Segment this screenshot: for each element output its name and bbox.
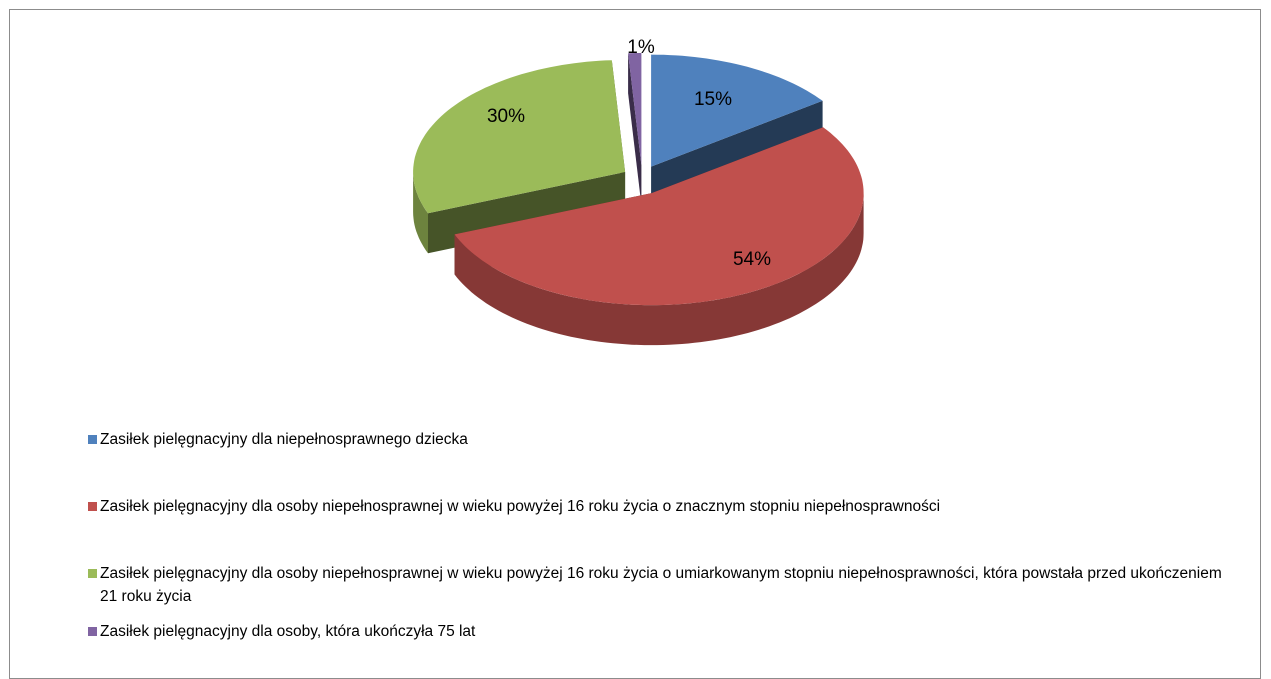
legend: Zasiłek pielęgnacyjny dla niepełnosprawn… <box>88 428 1228 643</box>
legend-label: Zasiłek pielęgnacyjny dla niepełnosprawn… <box>100 431 468 448</box>
slice <box>651 54 823 167</box>
data-label: 54% <box>733 249 771 270</box>
legend-item: Zasiłek pielęgnacyjny dla niepełnosprawn… <box>88 428 1228 451</box>
data-label: 30% <box>487 106 525 127</box>
legend-item: Zasiłek pielęgnacyjny dla osoby niepełno… <box>88 562 1228 608</box>
legend-swatch <box>88 435 97 444</box>
slice <box>454 127 864 306</box>
slice-wall <box>413 172 428 254</box>
legend-label: Zasiłek pielęgnacyjny dla osoby niepełno… <box>100 498 941 515</box>
legend-item: Zasiłek pielęgnacyjny dla osoby, która u… <box>88 620 1228 643</box>
legend-swatch <box>88 569 97 578</box>
pie-chart: 15% 54% 30% 1% <box>413 37 864 346</box>
legend-item: Zasiłek pielęgnacyjny dla osoby niepełno… <box>88 495 1228 518</box>
slice <box>413 60 626 214</box>
legend-label: Zasiłek pielęgnacyjny dla osoby niepełno… <box>100 565 1222 605</box>
data-label: 1% <box>627 37 655 58</box>
legend-label: Zasiłek pielęgnacyjny dla osoby, która u… <box>100 623 476 640</box>
data-label: 15% <box>694 89 732 110</box>
slice-wall <box>454 193 864 346</box>
legend-swatch <box>88 502 97 511</box>
legend-swatch <box>88 627 97 636</box>
slice-side <box>628 53 642 206</box>
slice <box>628 53 642 165</box>
